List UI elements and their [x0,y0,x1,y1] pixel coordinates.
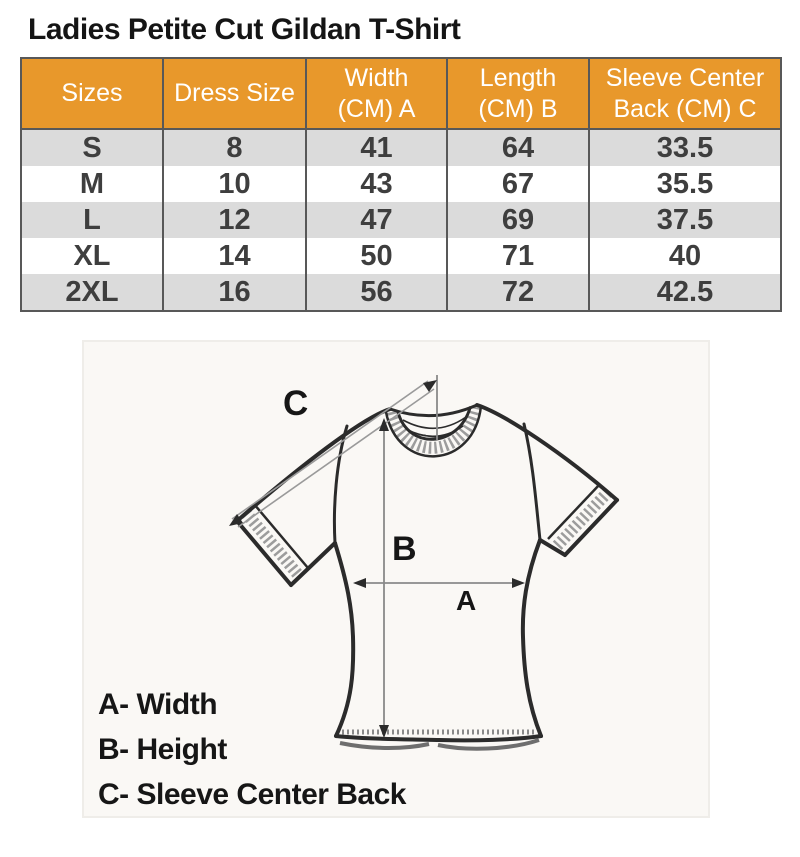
header-label: Sizes [61,79,123,107]
measurement-diagram-box: C B A A- Width B- Height C- Sleeve Cente… [82,340,710,818]
measurement-legend: A- Width B- Height C- Sleeve Center Back [98,682,407,817]
col-header-dress-size: Dress Size [162,58,306,130]
col-header-width: Width (CM) A [305,58,447,130]
label-b: B [392,530,417,568]
measure-line-a [353,578,525,588]
width-cell: 43 [305,166,447,202]
size-cell: 2XL [21,274,163,311]
header-label: (CM) B [478,94,558,123]
size-cell: XL [21,238,163,274]
header-label: Sleeve Center [605,63,765,92]
sleeve-cell: 33.5 [588,129,781,166]
width-cell: 50 [305,238,447,274]
col-header-length: Length (CM) B [446,58,589,130]
measure-line-c [229,375,438,528]
header-label: (CM) A [337,94,416,123]
label-c: C [283,384,308,423]
header-row: Sizes Dress Size Width (CM) A Length (CM) … [21,58,781,130]
tshirt-outline [235,403,619,743]
table-row-l: L 12 47 69 37.5 [21,202,781,238]
dress-size-cell: 10 [162,166,306,202]
page-title: Ladies Petite Cut Gildan T-Shirt [28,13,461,46]
hem-detail [339,729,540,751]
dress-size-cell: 8 [162,129,306,166]
header-label: Length [479,63,557,92]
dress-size-cell: 16 [162,274,306,311]
measure-line-b [379,418,389,738]
dress-size-cell: 12 [162,202,306,238]
size-cell: M [21,166,163,202]
size-cell: S [21,129,163,166]
size-cell: L [21,202,163,238]
tshirt-illustration: C B A [229,375,619,751]
sleeve-cell: 40 [588,238,781,274]
sleeve-cell: 35.5 [588,166,781,202]
legend-item-width: A- Width [98,688,218,721]
legend-item-sleeve: C- Sleeve Center Back [98,778,407,811]
col-header-sizes: Sizes [21,58,163,130]
table-row-xl: XL 14 50 71 40 [21,238,781,274]
sleeve-cuff-left [241,503,309,581]
sleeve-cell: 37.5 [588,202,781,238]
legend-item-height: B- Height [98,733,227,766]
length-cell: 64 [446,129,589,166]
header-label: Back (CM) C [613,94,757,123]
table-row-2xl: 2XL 16 56 72 42.5 [21,274,781,311]
length-cell: 72 [446,274,589,311]
table-row-m: M 10 43 67 35.5 [21,166,781,202]
sleeve-cuff-right [547,483,613,552]
dress-size-cell: 14 [162,238,306,274]
length-cell: 71 [446,238,589,274]
size-table: Sizes Dress Size Width (CM) A Length (CM) … [20,57,782,312]
sleeve-cell: 42.5 [588,274,781,311]
collar [384,403,483,458]
length-cell: 69 [446,202,589,238]
width-cell: 47 [305,202,447,238]
width-cell: 56 [305,274,447,311]
table-row-s: S 8 41 64 33.5 [21,129,781,166]
length-cell: 67 [446,166,589,202]
header-label: Dress Size [174,79,295,107]
width-cell: 41 [305,129,447,166]
header-label: Width [344,63,409,92]
col-header-sleeve: Sleeve Center Back (CM) C [588,58,781,130]
label-a: A [456,585,476,616]
